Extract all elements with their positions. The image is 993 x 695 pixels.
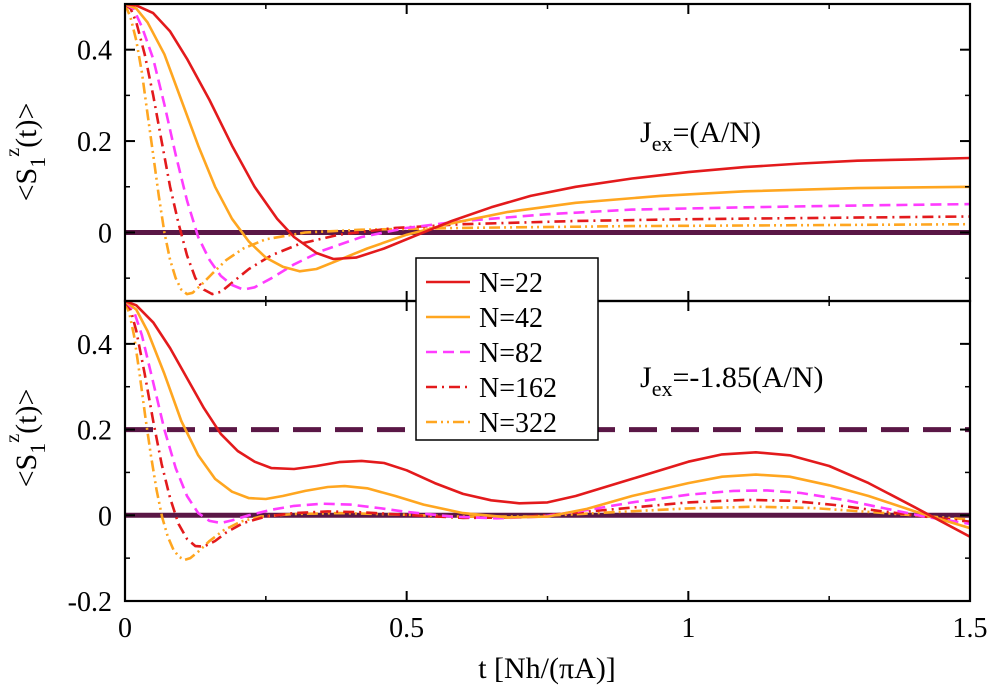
legend-label: N=322 — [479, 408, 557, 439]
xtick-label: 0 — [118, 613, 132, 644]
top-annotation-sub: ex — [652, 131, 673, 156]
svg-text:<S1z(t)>: <S1z(t)> — [2, 103, 50, 202]
legend-box — [415, 257, 599, 441]
top-ytick-label: 0.4 — [77, 36, 112, 67]
bottom-annotation-sub: ex — [652, 376, 673, 401]
legend: N=22 N=42 N=82 N=162 N=322 — [415, 257, 599, 441]
xtick-label: 1 — [681, 613, 695, 644]
top-series-n-22 — [125, 4, 970, 261]
legend-label: N=22 — [479, 268, 543, 299]
top-plot-frame — [123, 2, 972, 303]
legend-label: N=42 — [479, 303, 543, 334]
bottom-ylabel-sub: 1 — [25, 443, 50, 454]
top-ylabel-tail: (t)> — [10, 103, 43, 148]
bottom-ylabel-sup: z — [2, 434, 24, 443]
top-ytick-label: 0 — [98, 218, 112, 249]
svg-text:<S1z(t)>: <S1z(t)> — [2, 389, 50, 488]
bottom-ytick-label: 0 — [98, 501, 112, 532]
xtick-label: 1.5 — [953, 613, 988, 644]
bottom-series-n-322 — [125, 301, 970, 562]
top-series-n-42 — [125, 4, 970, 273]
bottom-series-n-22 — [125, 301, 970, 538]
top-ylabel-sup: z — [2, 148, 24, 157]
top-panel: 0 0.2 0.4 <S1z(t)> Jex=(A/N) — [2, 2, 972, 303]
x-axis-label: t [Nh/(πA)] — [478, 652, 616, 685]
top-ylabel-sub: 1 — [25, 157, 50, 168]
top-annotation: Jex=(A/N) — [640, 116, 761, 156]
legend-label: N=82 — [479, 338, 543, 369]
bottom-annotation-main: J — [640, 361, 652, 394]
bottom-ylabel-main: <S — [10, 454, 43, 488]
top-series-n-82 — [125, 4, 970, 291]
top-annotation-tail: =(A/N) — [672, 116, 761, 149]
bottom-ytick-label: -0.2 — [68, 587, 112, 618]
top-annotation-main: J — [640, 116, 652, 149]
bottom-ytick-label: 0.2 — [77, 416, 112, 447]
bottom-annotation-tail: =-1.85(A/N) — [672, 361, 823, 394]
top-ylabel-main: <S — [10, 168, 43, 202]
xtick-label: 0.5 — [389, 613, 424, 644]
bottom-ylabel-tail: (t)> — [10, 389, 43, 434]
bottom-ytick-label: 0.4 — [77, 330, 112, 361]
top-ytick-label: 0.2 — [77, 127, 112, 158]
bottom-series-n-82 — [125, 301, 970, 526]
bottom-series-n-162 — [125, 301, 970, 548]
bottom-annotation: Jex=-1.85(A/N) — [640, 361, 824, 401]
bottom-series-n-42 — [125, 301, 970, 530]
bottom-y-axis-label: <S1z(t)> — [2, 389, 50, 488]
top-series-n-322 — [125, 4, 970, 296]
top-y-axis-label: <S1z(t)> — [2, 103, 50, 202]
bottom-panel: -0.200.20.4 0 0.5 1 1.5 <S1z(t)> Jex=-1.85(… — [2, 299, 988, 644]
legend-label: N=162 — [479, 373, 557, 404]
top-series-n-162 — [125, 4, 970, 296]
